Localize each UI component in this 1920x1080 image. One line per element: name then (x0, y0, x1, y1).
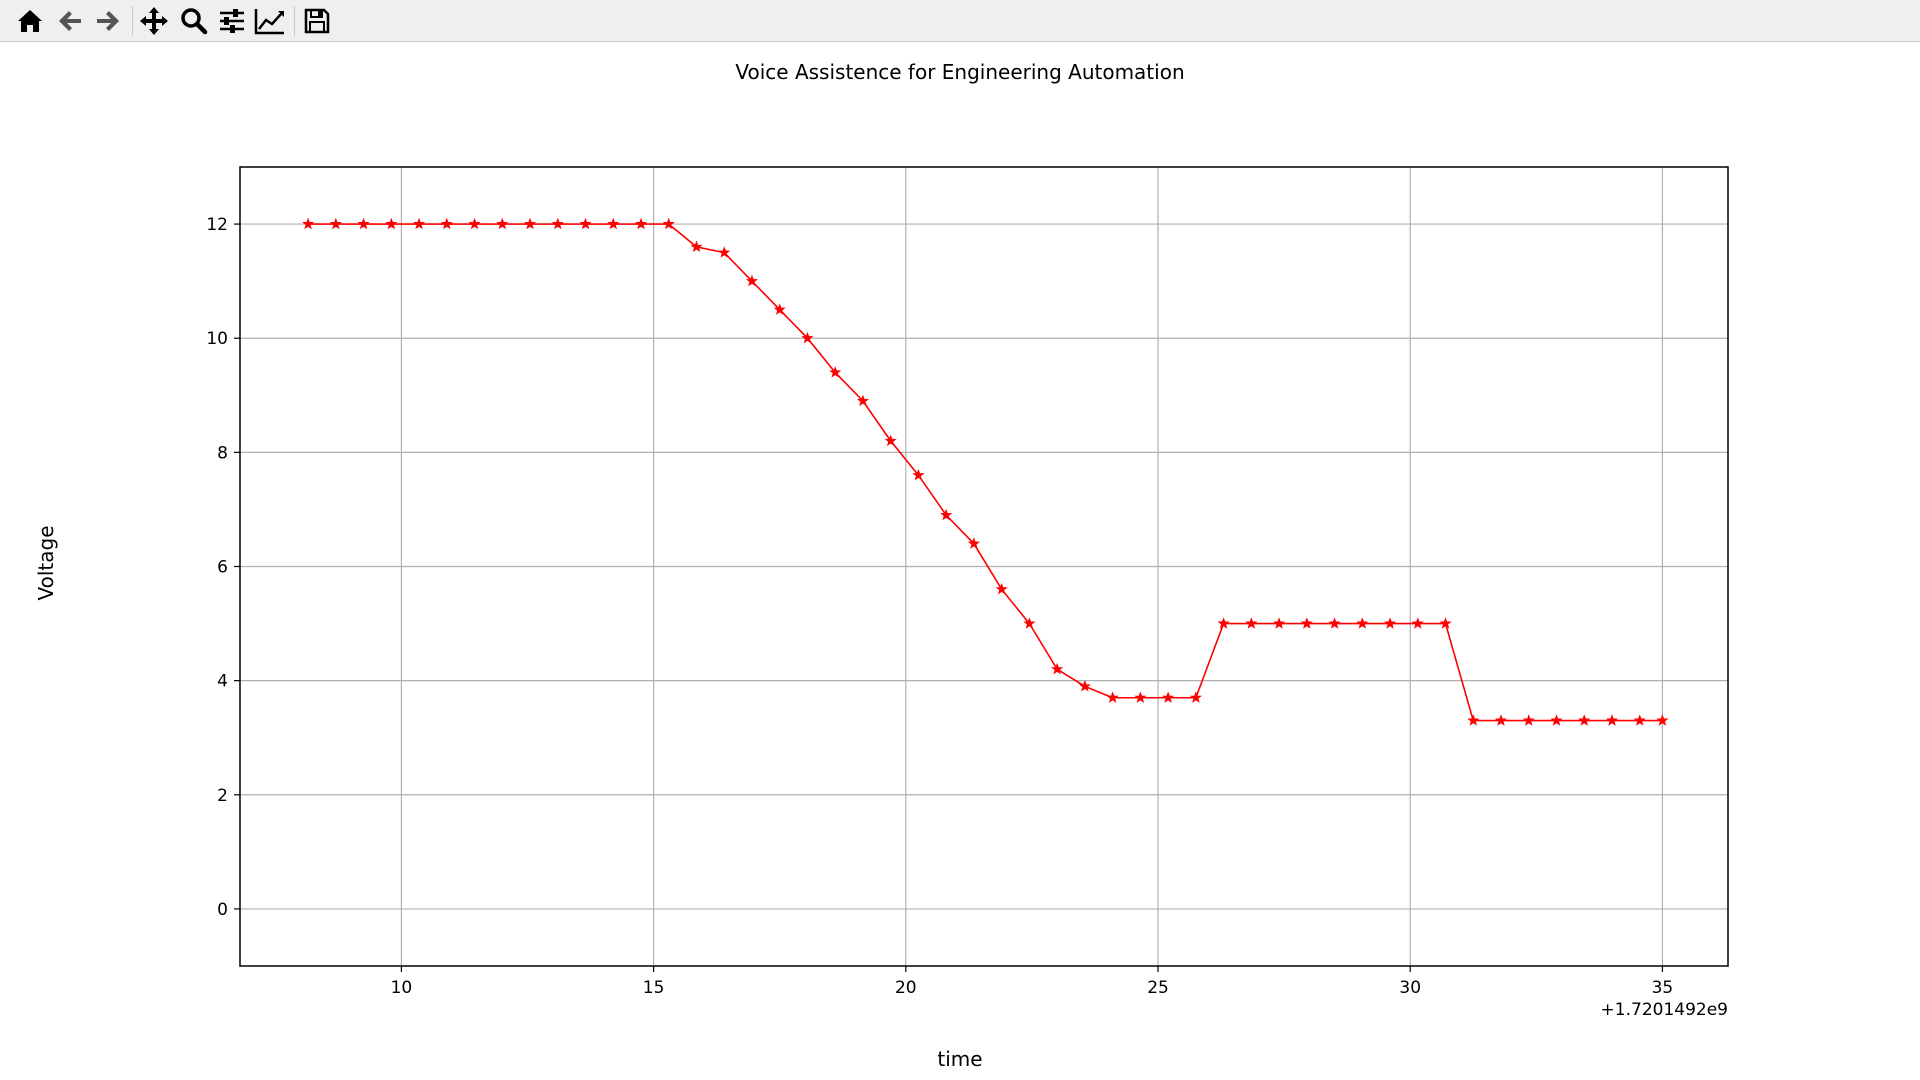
data-point-marker (1356, 617, 1369, 629)
data-point-marker (967, 537, 980, 549)
data-point-marker (523, 217, 537, 230)
data-point-marker (829, 366, 842, 378)
toolbar-separator (132, 6, 133, 36)
data-point-marker (329, 217, 342, 230)
zoom-icon (181, 8, 208, 35)
data-point-marker (1245, 617, 1258, 629)
data-point-marker (1578, 714, 1591, 726)
x-tick-label: 25 (1147, 978, 1169, 998)
data-point-marker (1106, 691, 1119, 703)
y-tick-label: 4 (217, 672, 228, 692)
x-tick-label: 10 (391, 978, 413, 998)
data-point-marker (773, 303, 786, 315)
chart-title: Voice Assistence for Engineering Automat… (735, 60, 1185, 84)
y-tick-label: 0 (217, 900, 228, 920)
data-point-marker (440, 217, 453, 230)
data-point-marker (468, 217, 481, 230)
data-point-marker (856, 394, 869, 407)
toolbar-separator (294, 6, 295, 36)
data-point-marker (1134, 691, 1147, 703)
pan-icon (140, 7, 168, 35)
edit-axis-button[interactable] (254, 5, 286, 37)
subplots-config-icon (220, 9, 244, 33)
data-point-marker (995, 582, 1008, 595)
data-point-marker (1411, 617, 1424, 629)
data-point-marker (940, 508, 953, 521)
pan-button[interactable] (138, 5, 170, 37)
data-point-marker (1217, 617, 1230, 629)
data-point-marker (496, 217, 509, 230)
x-tick-label: 15 (643, 978, 665, 998)
data-point-marker (1494, 714, 1508, 726)
back-button[interactable] (54, 5, 86, 37)
data-point-marker (551, 217, 564, 230)
data-point-marker (662, 217, 675, 230)
data-point-marker (1384, 617, 1397, 629)
home-icon (18, 10, 42, 32)
subplots-config-button[interactable] (216, 5, 248, 37)
x-axis-offset-label: +1.7201492e9 (1600, 1000, 1728, 1020)
x-axis-label: time (937, 1047, 983, 1071)
y-tick-label: 10 (206, 329, 228, 349)
x-tick-label: 35 (1652, 978, 1674, 998)
data-point-marker (357, 217, 370, 230)
data-point-marker (1273, 617, 1286, 629)
back-arrow-icon (59, 11, 81, 31)
save-button[interactable] (301, 5, 333, 37)
x-tick-label: 20 (895, 978, 917, 998)
data-point-marker (413, 217, 426, 230)
data-point-marker (1023, 617, 1036, 629)
data-point-marker (1439, 617, 1452, 629)
data-point-marker (1656, 714, 1669, 726)
data-point-marker (385, 217, 398, 230)
data-point-marker (718, 246, 731, 258)
data-point-marker (1189, 691, 1202, 703)
toolbar (0, 0, 1920, 42)
forward-arrow-icon (97, 11, 119, 31)
forward-button[interactable] (92, 5, 124, 37)
data-point-marker (1467, 714, 1480, 726)
data-point-marker (607, 217, 620, 230)
data-point-marker (1162, 691, 1175, 703)
edit-axis-icon (254, 9, 284, 35)
home-button[interactable] (14, 5, 46, 37)
y-tick-label: 8 (217, 443, 228, 463)
y-tick-label: 6 (217, 558, 228, 578)
data-point-marker (1550, 714, 1563, 726)
data-point-marker (1051, 662, 1064, 675)
data-point-marker (745, 274, 759, 287)
data-point-marker (1633, 714, 1646, 726)
zoom-button[interactable] (178, 5, 210, 37)
y-tick-label: 2 (217, 786, 228, 806)
data-point-marker (1078, 679, 1091, 692)
data-point-marker (1605, 714, 1619, 726)
data-point-marker (634, 217, 648, 230)
data-point-marker (1300, 617, 1313, 629)
x-tick-label: 30 (1399, 978, 1421, 998)
data-point-marker (579, 217, 592, 230)
data-point-marker (884, 434, 897, 447)
data-point-marker (1328, 617, 1341, 629)
y-tick-label: 12 (206, 215, 228, 235)
plot-frame (239, 166, 1729, 967)
data-point-marker (302, 217, 315, 230)
data-point-marker (1522, 714, 1535, 726)
data-point-marker (801, 331, 814, 344)
data-point-marker (690, 240, 703, 253)
series-line (308, 223, 1663, 722)
data-point-marker (912, 468, 925, 481)
save-icon (304, 8, 330, 34)
